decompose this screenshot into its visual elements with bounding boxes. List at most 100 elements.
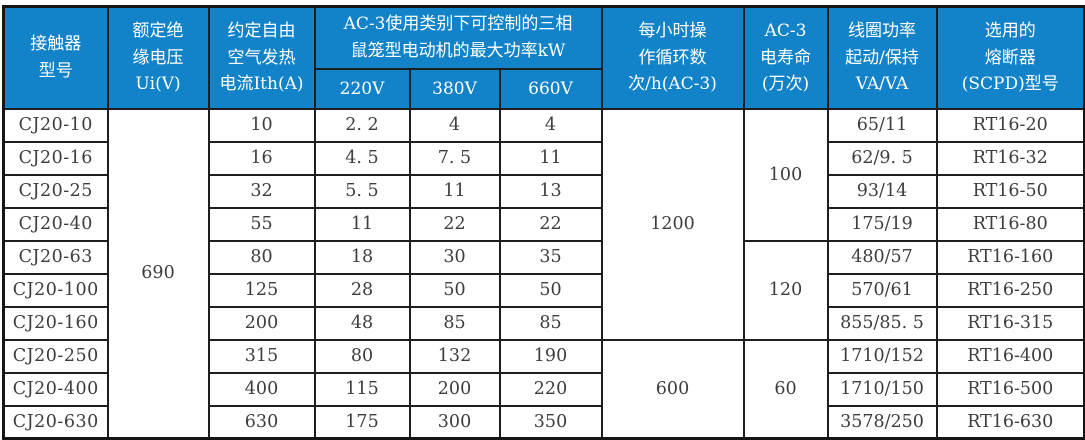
cell-cycles-merged: 1200 xyxy=(600,107,745,341)
col-header-insulation-voltage-line: Ui(V) xyxy=(135,73,181,94)
cell-ith: 125 xyxy=(207,272,316,308)
cell-kw660: 4 xyxy=(498,107,603,143)
col-header-insulation-voltage: 额定绝 缘电压 Ui(V) xyxy=(106,5,210,110)
table-row: CJ20-63 80 18 30 35 120 480/57 RT16-160 xyxy=(2,239,1085,341)
cell-kw660: 85 xyxy=(498,305,603,341)
col-header-thermal-current-line: 电流Ith(A) xyxy=(219,73,304,94)
cell-fuse: RT16-630 xyxy=(935,404,1085,440)
col-header-cycles-line: 次/h(AC-3) xyxy=(628,73,717,94)
table-row: CJ20-630 630 175 300 350 3578/250 RT16-6… xyxy=(2,404,1085,440)
cell-ith: 80 xyxy=(207,239,316,275)
cell-cycles-merged: 600 xyxy=(600,338,745,440)
col-header-coil-line: 起动/保持 xyxy=(845,47,919,68)
cell-fuse: RT16-50 xyxy=(935,173,1085,209)
col-header-thermal-current-line: 空气发热 xyxy=(227,47,296,68)
cell-model: CJ20-63 xyxy=(2,239,109,275)
cell-model: CJ20-630 xyxy=(2,404,109,440)
col-header-cycles-line: 作循环数 xyxy=(638,47,707,68)
cell-ith: 630 xyxy=(207,404,316,440)
cell-kw220: 80 xyxy=(313,338,411,374)
cell-kw660: 35 xyxy=(498,239,603,275)
cell-model: CJ20-250 xyxy=(2,338,109,374)
cell-coil: 93/14 xyxy=(826,173,938,209)
col-header-model: 接触器 型号 xyxy=(2,5,109,110)
cell-kw660: 350 xyxy=(498,404,603,440)
cell-ith: 55 xyxy=(207,206,316,242)
cell-ith: 200 xyxy=(207,305,316,341)
contactor-spec-table-wrap: 接触器 型号 额定绝 缘电压 Ui(V) 约定自由 空气发热 电流Ith(A) … xyxy=(2,5,1085,440)
cell-kw220: 5. 5 xyxy=(313,173,411,209)
cell-ith: 32 xyxy=(207,173,316,209)
cell-ith: 315 xyxy=(207,338,316,374)
cell-kw380: 7. 5 xyxy=(408,140,501,176)
cell-kw380: 300 xyxy=(408,404,501,440)
cell-model: CJ20-16 xyxy=(2,140,109,176)
cell-kw660: 11 xyxy=(498,140,603,176)
col-header-ac3-power-line: 鼠笼型电动机的最大功率kW xyxy=(350,40,566,61)
col-header-electrical-life: AC-3 电寿命 (万次) xyxy=(742,5,829,110)
cell-coil: 65/11 xyxy=(826,107,938,143)
table-row: CJ20-25 32 5. 5 11 13 93/14 RT16-50 xyxy=(2,173,1085,209)
col-header-thermal-current: 约定自由 空气发热 电流Ith(A) xyxy=(207,5,316,110)
cell-life-merged: 60 xyxy=(742,338,829,440)
contactor-spec-table: 接触器 型号 额定绝 缘电压 Ui(V) 约定自由 空气发热 电流Ith(A) … xyxy=(2,5,1085,440)
table-row: CJ20-160 200 48 85 85 855/85. 5 RT16-315 xyxy=(2,305,1085,341)
cell-coil: 855/85. 5 xyxy=(826,305,938,341)
table-row: CJ20-10 690 10 2. 2 4 4 1200 100 65/11 R… xyxy=(2,107,1085,440)
cell-kw380: 132 xyxy=(408,338,501,374)
cell-model: CJ20-40 xyxy=(2,206,109,242)
cell-kw660: 220 xyxy=(498,371,603,407)
cell-fuse: RT16-250 xyxy=(935,272,1085,308)
cell-ith: 10 xyxy=(207,107,316,143)
col-header-coil-line: VA/VA xyxy=(855,73,909,94)
cell-kw220: 28 xyxy=(313,272,411,308)
col-header-model-line: 型号 xyxy=(38,60,73,81)
cell-kw660: 50 xyxy=(498,272,603,308)
col-header-220v: 220V xyxy=(313,67,411,110)
cell-kw220: 115 xyxy=(313,371,411,407)
table-row: CJ20-400 400 115 200 220 1710/150 RT16-5… xyxy=(2,371,1085,407)
cell-kw220: 175 xyxy=(313,404,411,440)
cell-kw220: 48 xyxy=(313,305,411,341)
cell-life-merged: 120 xyxy=(742,239,829,341)
cell-kw220: 4. 5 xyxy=(313,140,411,176)
cell-kw380: 30 xyxy=(408,239,501,275)
cell-kw380: 200 xyxy=(408,371,501,407)
cell-model: CJ20-100 xyxy=(2,272,109,308)
cell-model: CJ20-400 xyxy=(2,371,109,407)
cell-kw380: 85 xyxy=(408,305,501,341)
col-header-life-line: 电寿命 xyxy=(760,47,811,68)
cell-coil: 480/57 xyxy=(826,239,938,275)
col-header-model-line: 接触器 xyxy=(30,34,82,55)
col-header-cycles-line: 每小时操 xyxy=(638,21,707,42)
cell-kw380: 22 xyxy=(408,206,501,242)
cell-model: CJ20-25 xyxy=(2,173,109,209)
table-row: CJ20-250 315 80 132 190 600 60 1710/152 … xyxy=(2,338,1085,440)
cell-fuse: RT16-20 xyxy=(935,107,1085,143)
cell-life-merged: 100 xyxy=(742,107,829,242)
cell-kw660: 190 xyxy=(498,338,603,374)
col-header-fuse-line: (SCPD)型号 xyxy=(961,73,1059,94)
col-header-life-line: (万次) xyxy=(761,73,810,94)
cell-fuse: RT16-400 xyxy=(935,338,1085,374)
col-header-cycles-per-hour: 每小时操 作循环数 次/h(AC-3) xyxy=(600,5,745,110)
col-header-coil-power: 线圈功率 起动/保持 VA/VA xyxy=(826,5,938,110)
cell-ith: 16 xyxy=(207,140,316,176)
col-header-660v: 660V xyxy=(498,67,603,110)
col-header-coil-line: 线圈功率 xyxy=(848,21,916,42)
cell-coil: 175/19 xyxy=(826,206,938,242)
col-header-fuse-line: 选用的 xyxy=(984,21,1036,42)
cell-fuse: RT16-160 xyxy=(935,239,1085,275)
table-row: CJ20-40 55 11 22 22 175/19 RT16-80 xyxy=(2,206,1085,242)
cell-kw380: 4 xyxy=(408,107,501,143)
col-header-fuse-line: 熔断器 xyxy=(984,47,1036,68)
cell-coil: 3578/250 xyxy=(826,404,938,440)
cell-fuse: RT16-500 xyxy=(935,371,1085,407)
cell-model: CJ20-10 xyxy=(2,107,109,143)
cell-coil: 1710/150 xyxy=(826,371,938,407)
col-header-ac3-power-line: AC-3使用类别下可控制的三相 xyxy=(343,14,573,35)
cell-kw660: 13 xyxy=(498,173,603,209)
table-row: CJ20-100 125 28 50 50 570/61 RT16-250 xyxy=(2,272,1085,308)
col-header-ac3-power-group: AC-3使用类别下可控制的三相 鼠笼型电动机的最大功率kW xyxy=(313,5,603,70)
cell-kw220: 18 xyxy=(313,239,411,275)
